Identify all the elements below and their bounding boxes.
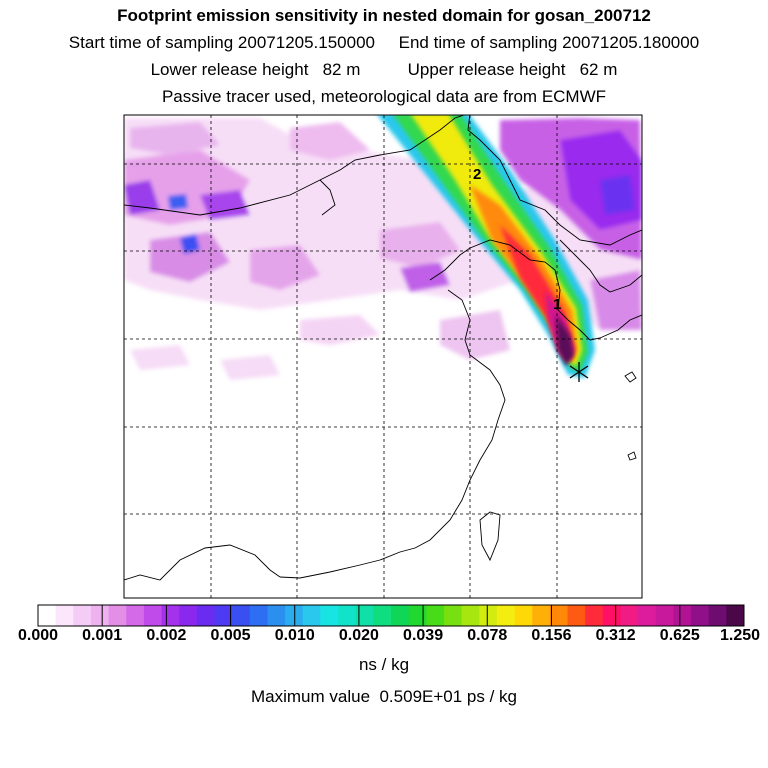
colorbar-tick-label: 0.010 [274, 627, 315, 644]
colorbar-cell [108, 605, 127, 626]
colorbar-cell [691, 605, 710, 626]
colorbar-tick-label: 0.312 [595, 627, 636, 644]
colorbar-cell [179, 605, 198, 626]
colorbar-cell [461, 605, 480, 626]
colorbar-cell [532, 605, 551, 626]
plume-core [556, 315, 574, 366]
coastline [124, 115, 466, 216]
coastline [429, 239, 591, 341]
colorbar-cell [355, 605, 374, 626]
colorbar-cell [496, 605, 516, 626]
colorbar-cell [620, 605, 639, 626]
sensitivity-patch [440, 310, 510, 360]
receptor-star-icon [569, 362, 589, 382]
colorbar-cell [320, 605, 339, 626]
coastlines [124, 115, 642, 581]
colorbar-cell [726, 605, 745, 626]
colorbar-cell [196, 605, 215, 626]
colorbar-cell [602, 605, 621, 626]
colorbar-cell [143, 605, 163, 626]
colorbar-tick-label: 0.625 [659, 627, 700, 644]
sensitivity-patch [600, 175, 635, 215]
colorbar-cell [673, 605, 692, 626]
colorbar-cell [567, 605, 586, 626]
trajectory-marker-1: 1 [553, 296, 561, 313]
graticule [124, 115, 642, 598]
colorbar-cell [585, 605, 604, 626]
colorbar-tick-label: 0.001 [82, 627, 123, 644]
island [624, 371, 637, 383]
colorbar-cell [408, 605, 427, 626]
colorbar-cell [549, 605, 568, 626]
colorbar-cell [443, 605, 463, 626]
colorbar-tick-label: 0.020 [338, 627, 379, 644]
island [627, 451, 637, 461]
colorbar-cell [338, 605, 357, 626]
map-frame [123, 114, 643, 599]
colorbar-cell [38, 605, 57, 626]
sensitivity-patch [130, 345, 190, 370]
sensitivity-patch [290, 122, 370, 160]
colorbar-tick-label: 0.078 [467, 627, 508, 644]
colorbar-cell [90, 605, 110, 626]
colorbar-cell [655, 605, 674, 626]
coastline [319, 179, 336, 216]
colorbar-cell [373, 605, 392, 626]
colorbar-cell [73, 605, 92, 626]
coastline [589, 314, 642, 341]
sensitivity-patch [380, 222, 460, 268]
colorbar-tick-label: 0.039 [403, 627, 444, 644]
colorbar-cell [285, 605, 304, 626]
colorbar-cell [638, 605, 657, 626]
emission-plume [377, 115, 595, 378]
colorbar-units: ns / kg [358, 655, 410, 674]
colorbar-tick-label: 0.005 [210, 627, 251, 644]
colorbar-cell [708, 605, 727, 626]
colorbar-cell [479, 605, 498, 626]
coastline [559, 239, 642, 293]
tracer-info: Passive tracer used, meteorological data… [161, 87, 607, 106]
colorbar-cell [391, 605, 410, 626]
sensitivity-patch [180, 234, 200, 254]
sensitivity-patch [300, 315, 380, 345]
island-taiwan [479, 511, 501, 562]
release-heights: Lower release height 82 m Upper release … [150, 60, 618, 79]
colorbar-cell [126, 605, 145, 626]
sensitivity-patch [150, 232, 230, 282]
colorbar-cell [302, 605, 321, 626]
colorbar-cell [232, 605, 251, 626]
colorbar-tick-label: 0.156 [531, 627, 572, 644]
sampling-times: Start time of sampling 20071205.150000 E… [68, 33, 700, 52]
sensitivity-patch [130, 122, 220, 155]
colorbar-tick-label: 0.002 [146, 627, 187, 644]
colorbar-cells [38, 605, 745, 626]
colorbar-cell [55, 605, 74, 626]
colorbar-cell [214, 605, 233, 626]
plot-title: Footprint emission sensitivity in nested… [117, 6, 651, 25]
coastline [279, 289, 506, 579]
sensitivity-patch [220, 355, 280, 380]
sensitivity-patch [400, 262, 450, 292]
colorbar-frame [37, 604, 745, 627]
maximum-value: Maximum value 0.509E+01 ps / kg [251, 687, 517, 706]
colorbar-cell [161, 605, 180, 626]
trajectory-marker-2: 2 [473, 166, 481, 183]
colorbar-cell [249, 605, 268, 626]
coastline [467, 115, 642, 246]
sensitivity-patch [250, 245, 320, 290]
colorbar-cell [426, 605, 445, 626]
colorbar-tick-label: 0.000 [17, 627, 59, 644]
colorbar-tick-label: 1.250 [719, 627, 761, 644]
coastline [124, 544, 281, 581]
colorbar-cell [267, 605, 286, 626]
sensitivity-patch [168, 194, 188, 210]
colorbar-cell [514, 605, 533, 626]
